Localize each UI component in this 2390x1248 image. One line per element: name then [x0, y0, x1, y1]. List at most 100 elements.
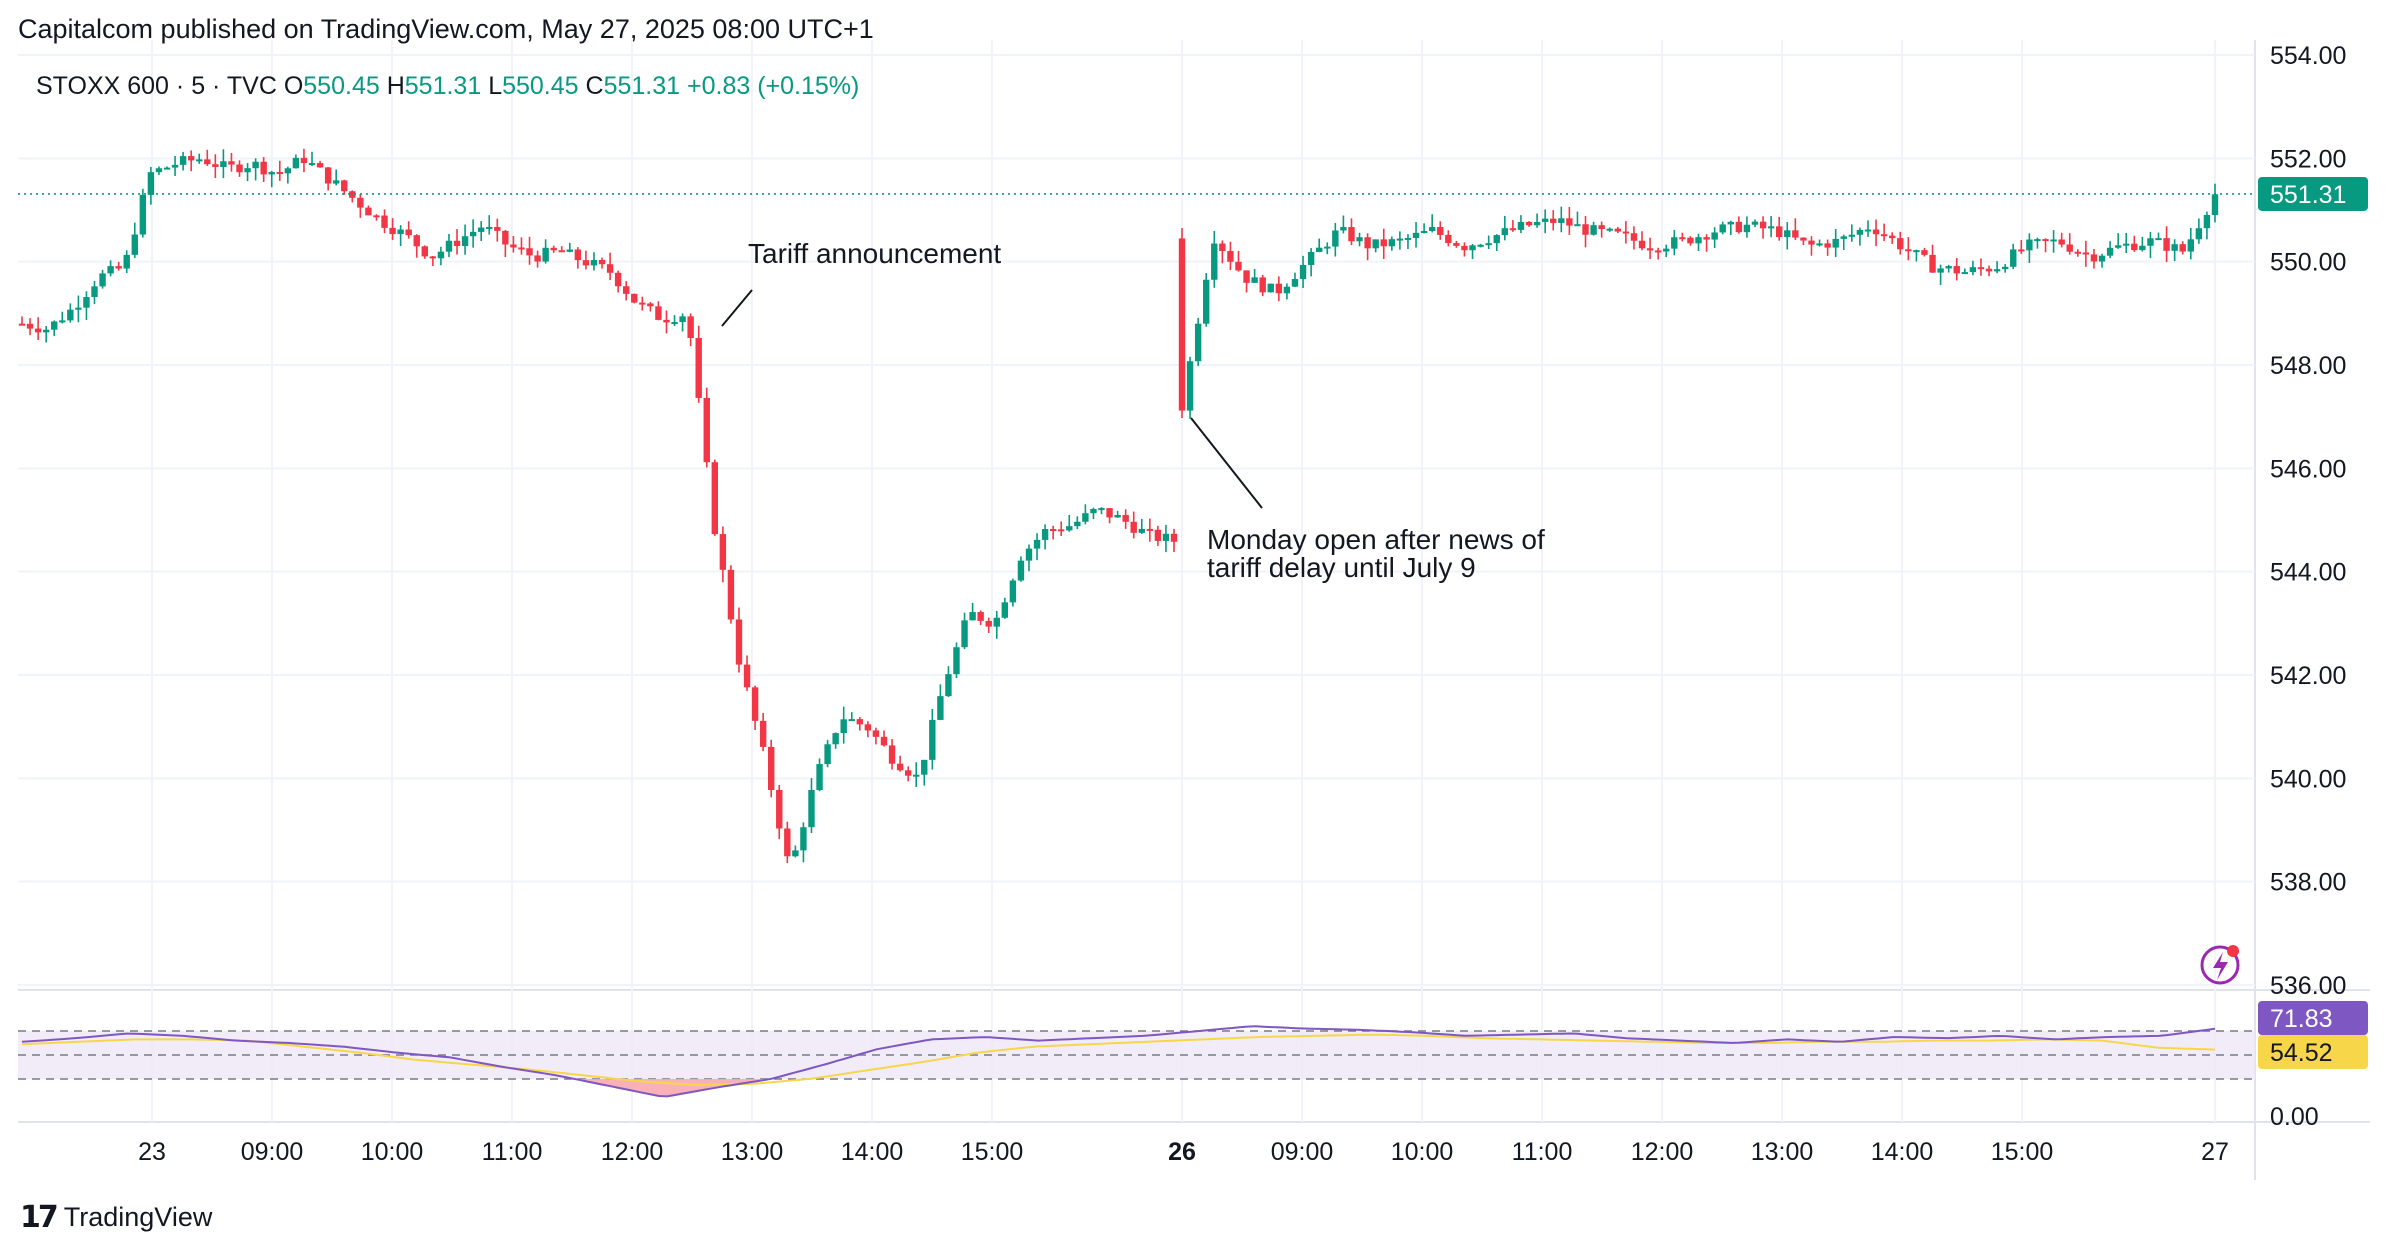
candle-body [2066, 244, 2073, 252]
ohlc-change: +0.83 (+0.15%) [687, 72, 859, 100]
candle-body [1154, 529, 1162, 541]
candle-up [196, 153, 203, 164]
time-tick-label: 15:00 [1991, 1138, 2054, 1166]
time-tick-label: 14:00 [841, 1138, 904, 1166]
candle-body [147, 172, 155, 195]
candle-body [1945, 266, 1952, 269]
tradingview-branding[interactable]: 17 TradingView [20, 1200, 212, 1235]
candle-down [1800, 237, 1807, 246]
candle-body [2187, 239, 2194, 252]
time-tick-label: 27 [2201, 1138, 2229, 1166]
candle-down [1380, 228, 1387, 259]
candle-up [1283, 283, 1291, 300]
candle-down [1985, 265, 1993, 277]
rsi-value-tag-bg [2258, 1001, 2368, 1035]
candle-body [26, 323, 34, 329]
candle-body [1832, 238, 1839, 248]
candle-down [647, 302, 654, 312]
candle-body [977, 612, 984, 621]
candle-body [792, 850, 799, 857]
annotations[interactable]: Tariff announcement Monday open after new… [721, 238, 1545, 583]
candle-body [252, 161, 259, 169]
candle-body [727, 569, 735, 620]
candle-up [1412, 222, 1420, 248]
candle-up [1517, 215, 1525, 234]
candle-body [1558, 218, 1565, 223]
time-tick-label: 11:00 [482, 1138, 543, 1166]
candle-down [324, 167, 332, 191]
candle-body [292, 157, 300, 169]
price-tick-label: 538.00 [2270, 869, 2346, 897]
candle-body [518, 247, 525, 250]
candle-down [735, 607, 743, 673]
candle-body [1428, 227, 1436, 232]
candle-up [953, 642, 960, 678]
candle-up [1332, 222, 1339, 257]
candle-body [832, 733, 839, 745]
candle-body [1550, 218, 1557, 223]
candle-down [1977, 258, 1985, 276]
candle-up [1404, 234, 1412, 250]
candle-down [856, 717, 864, 731]
candle-body [1332, 230, 1339, 247]
candles [18, 148, 2219, 864]
time-tick-label: 11:00 [1512, 1138, 1573, 1166]
candle-body [1751, 221, 1759, 225]
candle-down [1243, 270, 1250, 293]
candle-up [91, 280, 98, 305]
candle-body [1695, 237, 1702, 244]
candle-body [244, 168, 251, 173]
candle-down [2163, 226, 2170, 263]
candle-up [1388, 236, 1396, 251]
candle-up [2203, 211, 2211, 240]
candle-body [1114, 514, 1121, 518]
candle-body [896, 763, 904, 771]
candle-body [1420, 231, 1428, 234]
price-tick-label: 548.00 [2270, 352, 2346, 380]
candle-down [1178, 228, 1186, 418]
candle-body [1396, 238, 1404, 241]
candle-body [1606, 228, 1613, 231]
tariff-annotation-pointer [721, 289, 753, 327]
candle-up [42, 326, 50, 343]
candle-down [1445, 230, 1452, 247]
lightning-icon[interactable] [2200, 945, 2240, 985]
candle-down [1154, 525, 1162, 546]
candle-up [486, 215, 493, 235]
candle-body [2090, 254, 2098, 262]
candle-up [1307, 248, 1315, 277]
candle-body [260, 161, 267, 175]
last-price-tag-bg [2258, 176, 2368, 211]
candle-down [518, 237, 525, 255]
candle-up [1017, 556, 1025, 582]
candle-down [776, 784, 783, 840]
candle-down [2042, 238, 2049, 253]
candle-body [2098, 255, 2106, 262]
candle-body [2155, 238, 2162, 241]
candle-up [2195, 218, 2203, 244]
candle-body [719, 534, 727, 570]
candle-body [187, 156, 195, 161]
candle-down [18, 316, 26, 326]
candle-up [147, 166, 155, 205]
candle-body [1356, 237, 1363, 242]
candle-up [83, 291, 90, 321]
candle-down [1049, 525, 1057, 540]
candle-up [1340, 215, 1347, 234]
ohlc-label: C [586, 72, 604, 100]
price-tick-label: 546.00 [2270, 455, 2346, 483]
candle-body [1630, 233, 1638, 241]
candle-down [1461, 242, 1468, 257]
candle-body [2179, 244, 2186, 252]
candle-up [800, 822, 807, 863]
candle-body [429, 256, 437, 259]
candle-down [904, 766, 912, 782]
candle-up [913, 762, 920, 787]
candle-body [1880, 234, 1888, 237]
candle-body [1001, 602, 1009, 618]
candle-up [1493, 234, 1500, 251]
candle-body [1840, 236, 1847, 239]
candle-down [316, 160, 324, 168]
brand-name: TradingView [63, 1202, 213, 1232]
